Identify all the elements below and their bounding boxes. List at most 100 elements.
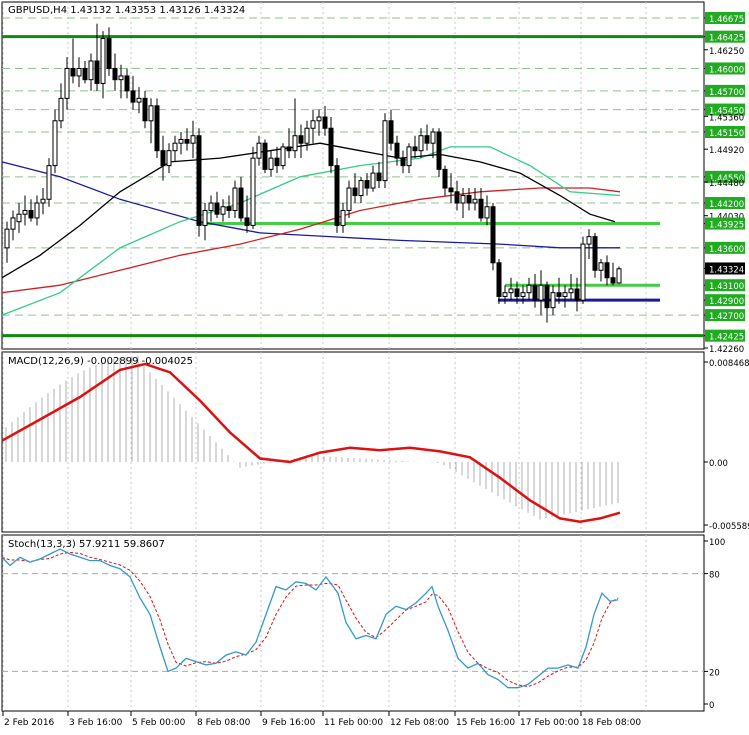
candlestick xyxy=(466,188,472,211)
candlestick xyxy=(460,188,466,218)
candle-body xyxy=(496,262,502,297)
candle-body xyxy=(88,60,94,81)
candle-body xyxy=(442,168,448,189)
candlestick xyxy=(196,128,202,237)
candlestick xyxy=(34,195,40,226)
level-price-badge xyxy=(705,170,745,183)
candle-body xyxy=(556,292,562,297)
level-price-label: 1.46675 xyxy=(709,15,744,25)
stoch-panel[interactable] xyxy=(1,534,705,712)
candle-body xyxy=(112,67,118,81)
candlestick xyxy=(478,188,484,222)
candle-body xyxy=(346,187,352,211)
candle-body xyxy=(328,127,334,167)
candlestick xyxy=(58,83,64,129)
candlestick xyxy=(124,68,130,99)
macd-axis-label: 0.00 xyxy=(709,459,728,469)
candlestick xyxy=(40,188,46,215)
candle-body xyxy=(280,146,286,167)
time-label: 9 Feb 16:00 xyxy=(262,718,316,728)
macd-title: MACD(12,26,9) -0.002899 -0.004025 xyxy=(8,356,193,367)
level-price-badge xyxy=(705,279,745,292)
candlestick xyxy=(370,165,376,192)
level-price-label: 1.43600 xyxy=(709,245,744,255)
price-label: 1.45360 xyxy=(709,113,744,123)
candlestick xyxy=(52,109,58,174)
level-price-badge xyxy=(705,196,745,209)
candlestick xyxy=(268,150,274,177)
level-price-badge xyxy=(705,103,745,116)
level-price-label: 1.45150 xyxy=(709,129,744,139)
price-panel[interactable] xyxy=(1,1,705,350)
candle-body xyxy=(472,198,478,204)
candlestick xyxy=(10,210,16,241)
candlestick xyxy=(310,109,316,144)
macd-panel[interactable] xyxy=(1,351,705,533)
level-price-badge xyxy=(705,241,745,254)
candlestick xyxy=(250,146,256,230)
macd-axis-label: -0.005589 xyxy=(709,522,749,532)
candle-body xyxy=(82,67,88,81)
candle-body xyxy=(250,157,256,226)
stoch-axis-label: 80 xyxy=(709,571,720,581)
level-price-label: 1.46000 xyxy=(709,65,744,75)
candle-body xyxy=(394,142,400,159)
candle-body xyxy=(562,292,568,297)
candle-body xyxy=(568,288,574,294)
candlestick xyxy=(304,120,310,151)
candle-body xyxy=(418,135,424,152)
candle-body xyxy=(382,120,388,182)
candle-body xyxy=(616,268,622,284)
candlestick xyxy=(76,57,82,88)
candle-body xyxy=(208,202,214,211)
candle-body xyxy=(484,206,490,219)
candle-body xyxy=(166,150,172,167)
price-label: 1.46250 xyxy=(709,47,744,57)
candle-body xyxy=(316,116,322,122)
candlestick xyxy=(136,87,142,114)
candle-body xyxy=(466,195,472,204)
candle-body xyxy=(412,146,418,152)
candle-body xyxy=(94,60,100,84)
candle-body xyxy=(334,165,340,226)
candlestick xyxy=(394,135,400,166)
stoch-main-line xyxy=(1,548,619,689)
macd-signal-line xyxy=(1,362,621,523)
level-price-badge xyxy=(705,30,745,43)
candlestick xyxy=(166,143,172,174)
time-axis: 2 Feb 2016 3 Feb 16:00 5 Feb 00:00 8 Feb 08… xyxy=(2,711,641,728)
candlestick xyxy=(232,180,238,218)
candle-body xyxy=(4,228,10,249)
candlestick xyxy=(550,285,556,316)
candle-body xyxy=(454,191,460,204)
candlestick xyxy=(94,23,100,91)
stoch-title: Stoch(13,3,3) 57.9211 59.8607 xyxy=(8,539,165,550)
candle-body xyxy=(364,180,370,189)
candle-body xyxy=(286,146,292,152)
time-label: 8 Feb 08:00 xyxy=(197,718,251,728)
ma-red-line xyxy=(1,187,621,294)
candlestick xyxy=(208,195,214,222)
candle-body xyxy=(424,135,430,144)
candlestick xyxy=(118,64,124,99)
candle-body xyxy=(64,67,70,99)
candle-body xyxy=(598,262,604,271)
candle-body xyxy=(70,67,76,77)
level-price-label: 1.44200 xyxy=(709,200,744,210)
time-label: 17 Feb 00:00 xyxy=(520,718,579,728)
candle-body xyxy=(490,206,496,264)
candlestick xyxy=(430,128,436,159)
level-price-badge xyxy=(705,62,745,75)
price-label: 1.42260 xyxy=(709,345,744,355)
candlestick xyxy=(382,113,388,189)
candlestick xyxy=(280,143,286,170)
candlestick xyxy=(562,285,568,308)
candle-body xyxy=(370,172,376,189)
level-price-label: 1.42425 xyxy=(709,333,744,343)
time-label: 5 Feb 00:00 xyxy=(132,718,186,728)
stoch-axis-label: 100 xyxy=(709,538,725,548)
candlestick xyxy=(364,173,370,196)
candlestick xyxy=(28,199,34,222)
candle-body xyxy=(28,209,34,219)
level-price-label: 1.43925 xyxy=(709,221,744,231)
